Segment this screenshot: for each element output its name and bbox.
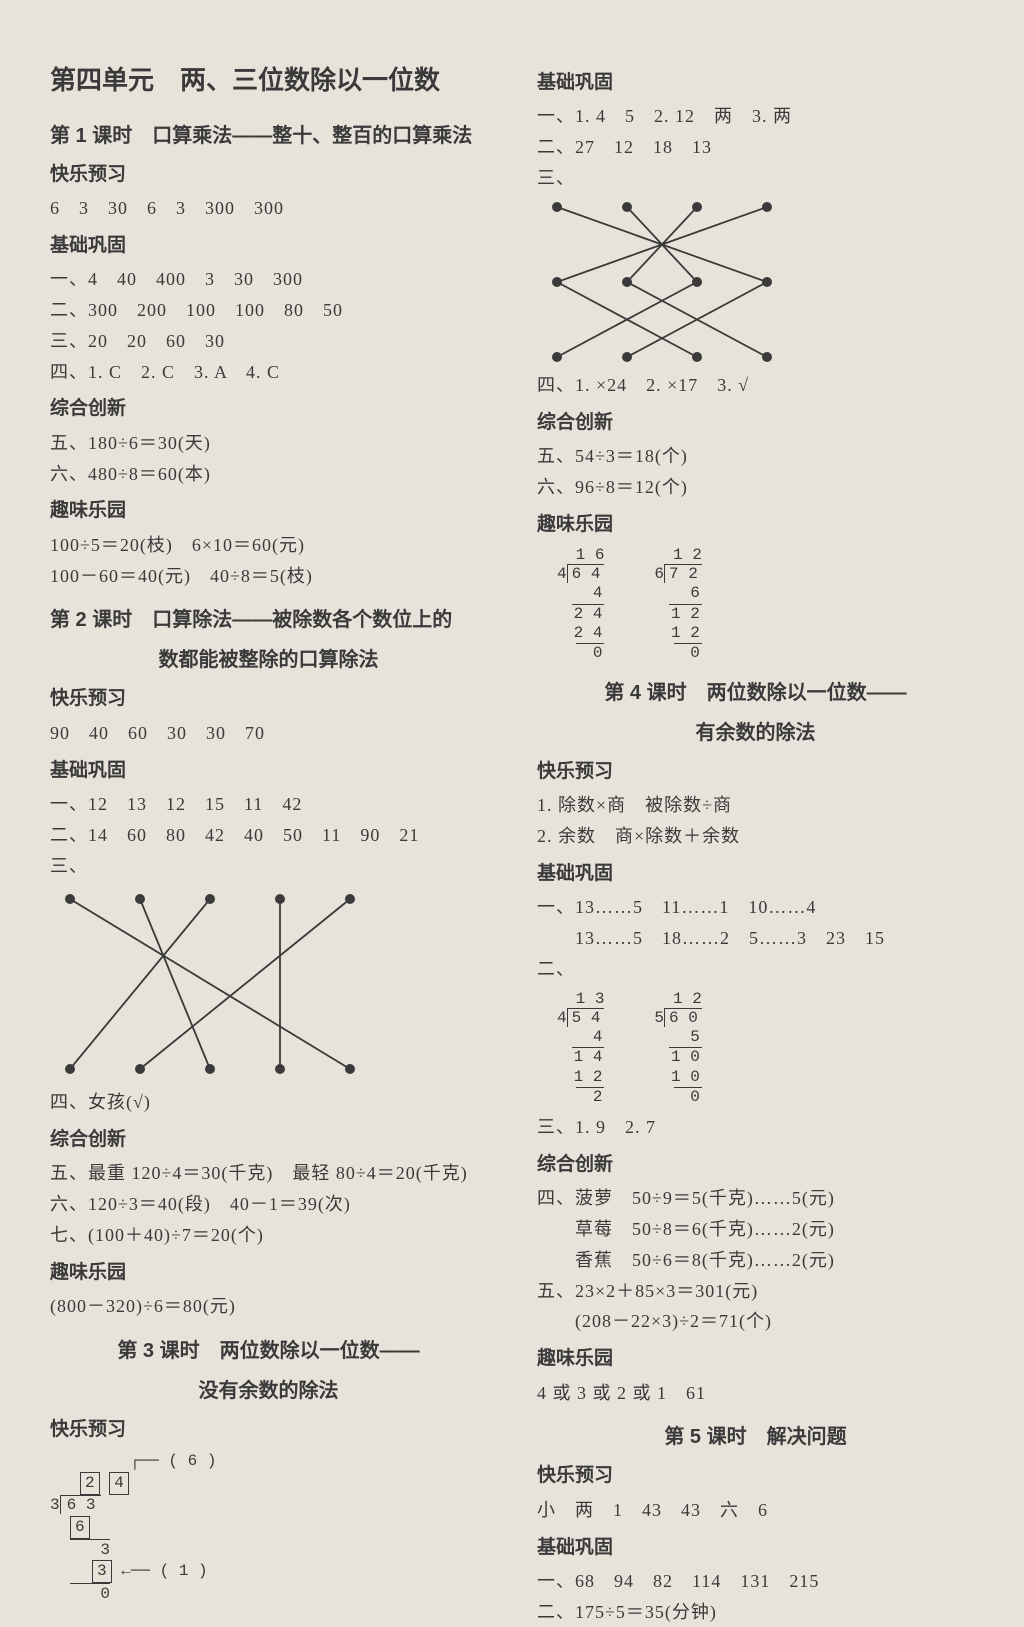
lesson5-p1: 小 两 1 43 43 六 6 xyxy=(537,1496,974,1525)
lesson2-b4: 四、女孩(√) xyxy=(50,1088,487,1117)
r-basic-label: 基础巩固 xyxy=(537,68,974,98)
lesson5-basic-label: 基础巩固 xyxy=(537,1533,974,1563)
lesson4-fun-label: 趣味乐园 xyxy=(537,1344,974,1374)
r-b3-label: 三、 xyxy=(537,164,974,193)
lesson2-b1: 一、12 13 12 15 11 42 xyxy=(50,790,487,819)
lesson4-p1: 1. 除数×商 被除数÷商 xyxy=(537,791,974,820)
lesson1-b4: 四、1. C 2. C 3. A 4. C xyxy=(50,358,487,387)
lesson5-title: 第 5 课时 解决问题 xyxy=(537,1421,974,1453)
lesson1-basic-label: 基础巩固 xyxy=(50,231,487,261)
r-b1: 一、1. 4 5 2. 12 两 3. 两 xyxy=(537,102,974,131)
lesson2-c3: 七、(100＋40)÷7＝20(个) xyxy=(50,1221,487,1250)
long-division: 1 646 442 42 40 xyxy=(557,546,604,663)
r-c2: 六、96÷8＝12(个) xyxy=(537,473,974,502)
lesson2-preview-label: 快乐预习 xyxy=(50,684,487,714)
lesson1-c2: 六、480÷8＝60(本) xyxy=(50,460,487,489)
lesson1-title: 第 1 课时 口算乘法——整十、整百的口算乘法 xyxy=(50,120,487,152)
lesson2-title1: 第 2 课时 口算除法——被除数各个数位上的 xyxy=(50,604,487,636)
lesson4-b1b: 13……5 18……2 5……3 23 15 xyxy=(537,924,974,953)
long-division: 1 256 051 01 00 xyxy=(654,990,701,1107)
lesson4-c1: 四、菠萝 50÷9＝5(千克)……5(元) xyxy=(537,1184,974,1213)
r-fun-label: 趣味乐园 xyxy=(537,510,974,540)
lesson2-c2: 六、120÷3＝40(段) 40－1＝39(次) xyxy=(50,1190,487,1219)
lesson3-title2: 没有余数的除法 xyxy=(50,1375,487,1407)
long-division-row-1: 1 646 442 42 40 1 267 261 21 20 xyxy=(557,546,974,663)
long-division: 1 345 441 41 22 xyxy=(557,990,604,1107)
lesson5-preview-label: 快乐预习 xyxy=(537,1461,974,1491)
lesson2-b2: 二、14 60 80 42 40 50 11 90 21 xyxy=(50,821,487,850)
r-b4: 四、1. ×24 2. ×17 3. √ xyxy=(537,371,974,400)
annotated-long-division: ┌── ( 6 )2 436 3633 ←── ( 1 )0 xyxy=(50,1451,487,1605)
lesson2-fun-label: 趣味乐园 xyxy=(50,1258,487,1288)
long-division: 1 267 261 21 20 xyxy=(654,546,701,663)
lesson4-title1: 第 4 课时 两位数除以一位数—— xyxy=(537,677,974,709)
lesson3-preview-label: 快乐预习 xyxy=(50,1415,487,1445)
lesson4-c4: 五、23×2＋85×3＝301(元) xyxy=(537,1277,974,1306)
lesson1-comp-label: 综合创新 xyxy=(50,394,487,424)
lesson1-f2: 100－60＝40(元) 40÷8＝5(枝) xyxy=(50,562,487,591)
right-column: 基础巩固 一、1. 4 5 2. 12 两 3. 两 二、27 12 18 13… xyxy=(527,60,984,1512)
lesson4-title2: 有余数的除法 xyxy=(537,717,974,749)
lesson4-c5: (208－22×3)÷2＝71(个) xyxy=(537,1307,974,1336)
matching-diagram-left xyxy=(50,884,410,1084)
lesson1-f1: 100÷5＝20(枝) 6×10＝60(元) xyxy=(50,531,487,560)
lesson4-b3: 三、1. 9 2. 7 xyxy=(537,1113,974,1142)
lesson4-c3: 香蕉 50÷6＝8(千克)……2(元) xyxy=(537,1246,974,1275)
lesson4-preview-label: 快乐预习 xyxy=(537,757,974,787)
lesson4-b1a: 一、13……5 11……1 10……4 xyxy=(537,893,974,922)
lesson3-title1: 第 3 课时 两位数除以一位数—— xyxy=(50,1335,487,1367)
lesson2-f1: (800－320)÷6＝80(元) xyxy=(50,1292,487,1321)
lesson5-b2: 二、175÷5＝35(分钟) xyxy=(537,1598,974,1627)
lesson1-b1: 一、4 40 400 3 30 300 xyxy=(50,265,487,294)
lesson4-p2: 2. 余数 商×除数＋余数 xyxy=(537,822,974,851)
lesson4-comp-label: 综合创新 xyxy=(537,1150,974,1180)
r-c1: 五、54÷3＝18(个) xyxy=(537,442,974,471)
lesson4-c2: 草莓 50÷8＝6(千克)……2(元) xyxy=(537,1215,974,1244)
lesson1-fun-label: 趣味乐园 xyxy=(50,496,487,526)
lesson4-b2-label: 二、 xyxy=(537,955,974,984)
long-division-row-2: 1 345 441 41 22 1 256 051 01 00 xyxy=(557,990,974,1107)
r-comp-label: 综合创新 xyxy=(537,408,974,438)
matching-diagram-right xyxy=(537,197,777,367)
lesson2-comp-label: 综合创新 xyxy=(50,1125,487,1155)
r-b2: 二、27 12 18 13 xyxy=(537,133,974,162)
lesson2-title2: 数都能被整除的口算除法 xyxy=(50,644,487,676)
lesson2-basic-label: 基础巩固 xyxy=(50,756,487,786)
unit-title: 第四单元 两、三位数除以一位数 xyxy=(50,60,487,102)
lesson4-f1: 4 或 3 或 2 或 1 61 xyxy=(537,1379,974,1408)
lesson1-b3: 三、20 20 60 30 xyxy=(50,327,487,356)
lesson1-preview-label: 快乐预习 xyxy=(50,160,487,190)
lesson5-b1: 一、68 94 82 114 131 215 xyxy=(537,1567,974,1596)
lesson1-b2: 二、300 200 100 100 80 50 xyxy=(50,296,487,325)
lesson2-c1: 五、最重 120÷4＝30(千克) 最轻 80÷4＝20(千克) xyxy=(50,1159,487,1188)
lesson2-preview: 90 40 60 30 30 70 xyxy=(50,719,487,748)
page: 第四单元 两、三位数除以一位数 第 1 课时 口算乘法——整十、整百的口算乘法 … xyxy=(40,60,984,1512)
left-column: 第四单元 两、三位数除以一位数 第 1 课时 口算乘法——整十、整百的口算乘法 … xyxy=(40,60,497,1512)
lesson1-c1: 五、180÷6＝30(天) xyxy=(50,429,487,458)
lesson1-preview: 6 3 30 6 3 300 300 xyxy=(50,194,487,223)
lesson4-basic-label: 基础巩固 xyxy=(537,859,974,889)
lesson2-b3-label: 三、 xyxy=(50,852,487,881)
